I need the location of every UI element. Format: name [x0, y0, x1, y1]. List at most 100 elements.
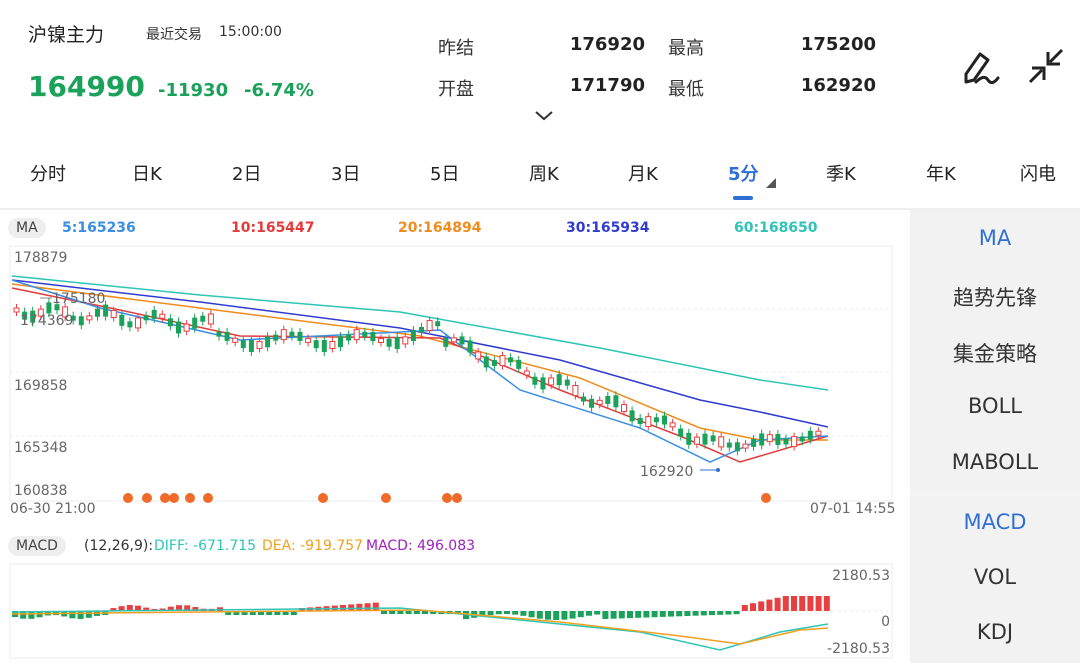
macd-bar	[479, 611, 486, 617]
macd-bar	[758, 601, 765, 611]
indicator-trend[interactable]: 趋势先锋	[953, 286, 1037, 310]
macd-bar	[791, 596, 797, 611]
tab-2day[interactable]: 2日	[232, 164, 262, 185]
macd-bar	[397, 611, 404, 614]
macd-chart[interactable]: 2180.53 0 -2180.53	[0, 562, 905, 662]
indicator-fund[interactable]: 集金策略	[953, 342, 1037, 366]
tab-dropdown-icon[interactable]	[766, 178, 776, 188]
macd-bar	[184, 605, 191, 611]
macd-bar	[528, 611, 535, 618]
last-trade-label: 最近交易	[146, 27, 202, 43]
macd-bar	[192, 607, 199, 611]
last-price: 164990	[28, 70, 145, 103]
kline-chart[interactable]: 178879 169858 165348 160838 175180 17436…	[0, 240, 905, 520]
active-tab-indicator	[733, 196, 753, 200]
macd-bar	[569, 611, 576, 619]
candle-body	[467, 340, 473, 353]
macd-bar	[651, 611, 658, 618]
candle-body	[280, 329, 287, 341]
candle-body	[30, 310, 36, 323]
ma-badge[interactable]: MA	[8, 218, 46, 238]
tab-flash[interactable]: 闪电	[1020, 164, 1056, 185]
low-value: 162920	[800, 75, 876, 96]
signal-dot	[318, 493, 328, 503]
contract-title: 沪镍主力	[28, 24, 105, 46]
macd-bar	[249, 611, 256, 615]
macd-bar	[782, 596, 789, 611]
macd-bar	[356, 603, 363, 611]
tab-daily-k[interactable]: 日K	[132, 164, 162, 185]
tab-5min[interactable]: 5分	[728, 164, 759, 185]
candle-body	[78, 316, 84, 326]
macd-bar	[618, 611, 625, 619]
tab-weekly-k[interactable]: 周K	[529, 164, 559, 185]
macd-bar	[602, 611, 609, 619]
macd-bar	[577, 611, 584, 618]
ma60-legend: 60:168650	[734, 220, 818, 236]
candle-body	[46, 302, 52, 314]
macd-bar	[807, 596, 814, 611]
tab-quarterly-k[interactable]: 季K	[826, 164, 856, 185]
draw-pen-icon[interactable]	[958, 44, 1002, 88]
candle-body	[637, 417, 643, 424]
candle-body	[127, 321, 133, 328]
tab-yearly-k[interactable]: 年K	[926, 164, 956, 185]
candle-body	[232, 337, 239, 343]
candle-body	[338, 336, 343, 348]
macd-bar	[241, 611, 248, 615]
indicator-kdj[interactable]: KDJ	[976, 620, 1014, 644]
tab-3day[interactable]: 3日	[331, 164, 361, 185]
macd-bar	[553, 611, 560, 620]
y-label-2: 169858	[14, 378, 67, 394]
candle-body	[159, 313, 166, 319]
candle-body	[119, 314, 125, 326]
candle-body	[483, 356, 489, 368]
macd-bar	[69, 611, 76, 619]
candle-body	[548, 377, 555, 386]
macd-bar	[750, 603, 756, 611]
indicator-boll[interactable]: BOLL	[968, 394, 1022, 418]
candle-body	[386, 338, 392, 347]
macd-bar	[815, 596, 822, 611]
tab-monthly-k[interactable]: 月K	[628, 164, 658, 185]
candle-body	[402, 336, 409, 345]
indicator-macd[interactable]: MACD	[963, 510, 1027, 534]
annot-high: 175180	[52, 291, 105, 307]
candle-body	[200, 315, 206, 322]
candle-body	[297, 331, 303, 341]
tab-5day[interactable]: 5日	[430, 164, 460, 185]
macd-badge[interactable]: MACD	[8, 536, 66, 556]
macd-bar	[85, 611, 92, 618]
divider	[0, 208, 1080, 210]
macd-bar	[774, 597, 781, 611]
macd-bar	[389, 611, 396, 614]
main-indicator-group: MA 趋势先锋 集金策略 BOLL MABOLL	[910, 210, 1080, 490]
chevron-down-icon[interactable]	[534, 110, 554, 122]
candle-body	[143, 315, 149, 321]
macd-params: (12,26,9):	[84, 538, 154, 554]
candle-body	[710, 435, 716, 442]
collapse-icon[interactable]	[1024, 44, 1068, 88]
candle-body	[135, 317, 141, 329]
indicator-vol[interactable]: VOL	[973, 565, 1017, 589]
price-change-pct: -6.74%	[244, 80, 314, 101]
candle-body	[346, 334, 352, 341]
macd-bar	[684, 611, 691, 616]
candle-body	[686, 432, 692, 445]
macd-bar	[430, 611, 437, 614]
macd-bar	[266, 611, 273, 615]
candle-body	[70, 315, 76, 321]
candle-body	[305, 337, 312, 343]
diff-line	[11, 607, 829, 651]
dea-line	[11, 609, 829, 645]
candle-body	[256, 341, 263, 350]
candle-body	[613, 395, 619, 408]
candle-body	[450, 337, 457, 343]
candle-body	[459, 336, 465, 345]
signal-dot	[442, 493, 452, 503]
candle-body	[313, 340, 319, 349]
indicator-maboll[interactable]: MABOLL	[951, 450, 1039, 474]
indicator-ma[interactable]: MA	[978, 226, 1012, 250]
period-tabs: 分时 日K 2日 3日 5日 周K 月K 5分 季K 年K 闪电	[0, 150, 1080, 200]
tab-intraday[interactable]: 分时	[30, 164, 66, 185]
